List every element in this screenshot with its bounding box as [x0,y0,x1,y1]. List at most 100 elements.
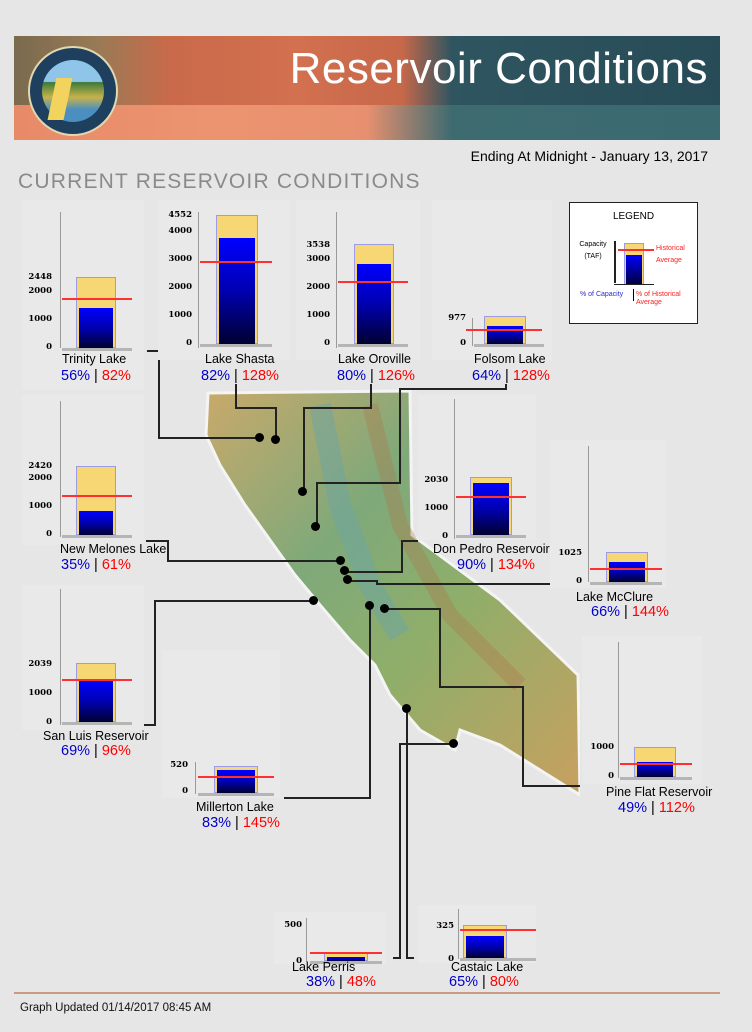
historical-average-line [456,496,526,498]
historical-average-line [620,763,692,765]
tick-label: 520 [170,760,188,770]
leader-shasta [235,407,277,409]
leader-pine-flat [439,608,441,686]
reservoir-panel-folsom[interactable]: 977 0 [432,200,552,360]
y-axis [454,399,455,539]
leader-mcclure [376,583,550,585]
location-marker-new-melones[interactable] [336,556,345,565]
leader-don-pedro [401,540,403,572]
tick-label: 1000 [28,501,52,511]
location-marker-pine-flat[interactable] [380,604,389,613]
location-marker-shasta[interactable] [271,435,280,444]
footer-divider [14,992,720,994]
reservoir-panel-new-melones[interactable]: 2420 2000 1000 0 [22,395,144,545]
reservoir-panel-perris[interactable]: 500 0 [274,912,386,966]
x-axis [198,793,274,796]
pct-historical: 128% [241,368,279,384]
reservoir-percentages: 80% | 126% [337,368,415,384]
leader-millerton [284,797,371,799]
legend-pct-historical-label: % of Historical Average [636,291,681,306]
tick-label: 325 [436,921,454,931]
legend-pct-capacity-label: % of Capacity [580,291,624,298]
pct-historical: 112% [658,800,695,816]
storage-bar [79,511,113,535]
legend-axis [614,241,616,283]
x-axis [620,777,692,780]
reservoir-percentages: 66% | 144% [591,604,669,620]
banner-lower-band [14,105,720,140]
reservoir-percentages: 64% | 128% [472,368,550,384]
location-marker-don-pedro[interactable] [340,566,349,575]
historical-average-line [466,329,542,331]
legend-historical-label: Historical Average [656,245,685,264]
leader-trinity [158,437,260,439]
reservoir-name: Trinity Lake [62,352,127,366]
tick-label: 0 [182,786,188,796]
tick-label: 0 [460,338,466,348]
reservoir-panel-don-pedro[interactable]: 2030 1000 0 [418,395,536,541]
reservoir-panel-shasta[interactable]: 4552 4000 3000 2000 1000 0 [158,200,290,360]
leader-folsom [316,482,401,484]
tick-label: 0 [296,956,302,966]
pct-capacity: 90% [457,557,487,573]
y-axis [588,446,589,582]
storage-bar [219,238,255,344]
reservoir-panel-trinity[interactable]: 2448 2000 1000 0 [22,200,144,390]
reservoir-panel-oroville[interactable]: 3538 3000 2000 1000 0 [296,200,420,360]
leader-san-luis [154,600,156,725]
x-axis [310,961,382,964]
tick-label: 2030 [424,475,448,485]
leader-pine-flat [522,686,524,786]
reservoir-name: Castaic Lake [451,960,524,974]
pct-capacity: 80% [337,368,367,384]
reservoir-panel-mcclure[interactable]: 1025 0 [550,440,666,588]
graph-updated-timestamp: Graph Updated 01/14/2017 08:45 AM [20,1002,212,1014]
leader-new-melones [167,560,342,562]
tick-label: 3000 [306,254,330,264]
location-marker-mcclure[interactable] [343,575,352,584]
leader-castaic [406,957,414,959]
x-axis [338,344,408,347]
location-marker-castaic[interactable] [402,704,411,713]
tick-label: 1000 [28,688,52,698]
location-marker-trinity[interactable] [255,433,264,442]
pct-historical: 144% [631,604,669,620]
reservoir-panel-pine-flat[interactable]: 1000 0 [582,636,702,784]
storage-bar [79,681,113,722]
leader-pine-flat [522,785,580,787]
leader-trinity [158,350,160,438]
y-axis [60,589,61,725]
leader-shasta [275,407,277,439]
location-marker-perris[interactable] [449,739,458,748]
y-axis [458,909,459,959]
leader-perris [393,957,401,959]
tick-label: 3000 [168,254,192,264]
leader-oroville [370,384,372,408]
reservoir-panel-san-luis[interactable]: 2039 1000 0 [22,585,144,730]
reservoir-panel-millerton[interactable]: 520 0 [162,650,280,798]
tick-label: 500 [284,920,302,930]
reservoir-name: Don Pedro Reservoir [433,542,550,556]
location-marker-san-luis[interactable] [309,596,318,605]
historical-average-line [200,261,272,263]
location-marker-oroville[interactable] [298,487,307,496]
pct-capacity: 83% [202,815,232,831]
leader-san-luis [144,724,156,726]
tick-label: 2448 [28,272,52,282]
location-marker-folsom[interactable] [311,522,320,531]
reservoir-name: Lake McClure [576,590,654,604]
tick-label: 0 [448,954,454,964]
location-marker-millerton[interactable] [365,601,374,610]
storage-bar [466,936,504,958]
leader-millerton [369,606,371,798]
tick-label: 0 [442,531,448,541]
legend-average-line [618,249,654,251]
y-axis [60,212,61,348]
pct-capacity: 64% [472,368,502,384]
reservoir-name: Folsom Lake [474,352,546,366]
leader-san-luis [154,600,314,602]
reservoir-panel-castaic[interactable]: 325 0 [418,905,536,964]
legend-title: LEGEND [612,211,655,222]
tick-label: 0 [46,717,52,727]
x-axis [456,535,526,538]
